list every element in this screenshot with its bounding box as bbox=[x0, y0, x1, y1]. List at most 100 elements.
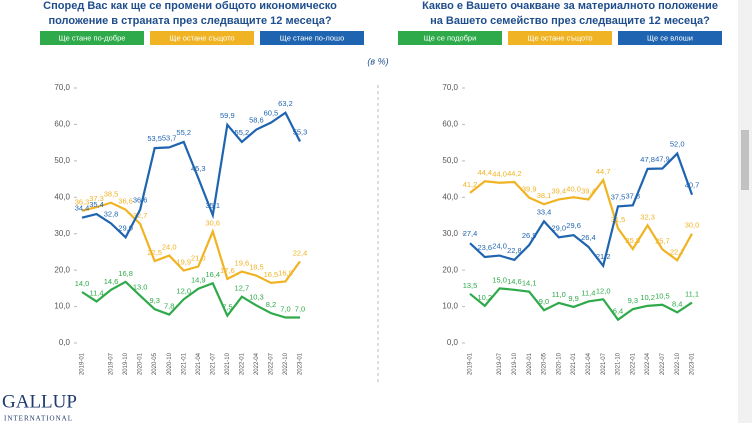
data-label: 7,5 bbox=[222, 303, 232, 312]
series-line bbox=[81, 280, 300, 319]
data-label: 11,4 bbox=[90, 288, 104, 297]
data-label: 34,4 bbox=[75, 204, 90, 213]
data-label: 53,5 bbox=[147, 134, 162, 143]
data-label: 58,6 bbox=[249, 116, 264, 125]
data-label: 40,0 bbox=[566, 184, 581, 193]
data-label: 40,7 bbox=[685, 181, 700, 190]
y-tick-label: 70,0 bbox=[54, 83, 70, 92]
data-label: 44,7 bbox=[596, 167, 611, 176]
data-label: 63,2 bbox=[278, 99, 293, 108]
x-tick-label: 2022-07 bbox=[660, 352, 666, 375]
y-tick-label: 10,0 bbox=[442, 302, 458, 311]
x-tick-label: 2019-07 bbox=[497, 352, 503, 375]
x-tick-label: 2020-05 bbox=[542, 352, 548, 375]
data-label: 16,4 bbox=[205, 270, 220, 279]
data-label: 17,6 bbox=[220, 266, 235, 275]
x-tick-label: 2020-01 bbox=[527, 352, 533, 375]
data-label: 35,4 bbox=[89, 200, 104, 209]
data-label: 47,8 bbox=[640, 155, 655, 164]
y-tick-label: 30,0 bbox=[442, 229, 458, 238]
data-label: 30,6 bbox=[205, 219, 220, 228]
data-label: 16,5 bbox=[264, 270, 279, 279]
legend-swatch bbox=[260, 31, 364, 45]
data-label: 22,8 bbox=[507, 246, 522, 255]
data-label: 7,8 bbox=[164, 302, 174, 311]
data-label: 39,4 bbox=[581, 186, 596, 195]
data-label: 18,5 bbox=[249, 263, 264, 272]
data-label: 26,4 bbox=[581, 233, 596, 242]
x-tick-label: 2020-01 bbox=[138, 352, 144, 375]
x-tick-label: 2019-10 bbox=[123, 352, 129, 375]
x-tick-label: 2022-04 bbox=[645, 352, 651, 375]
y-tick-label: 60,0 bbox=[442, 120, 458, 129]
x-tick-label: 2019-10 bbox=[512, 352, 518, 375]
scrollbar-thumb[interactable] bbox=[741, 130, 749, 190]
data-label: 14,6 bbox=[507, 277, 522, 286]
data-label: 55,2 bbox=[176, 128, 191, 137]
data-label: 22,4 bbox=[293, 248, 308, 257]
data-label: 14,9 bbox=[191, 276, 206, 285]
data-label: 44,0 bbox=[492, 170, 507, 179]
data-label: 24,0 bbox=[162, 243, 177, 252]
series-line bbox=[81, 201, 301, 285]
chart-title: положение в страната през следващите 12 … bbox=[48, 15, 331, 27]
chart-title: Какво е Вашето очакване за материалното … bbox=[422, 0, 718, 12]
x-tick-label: 2019-07 bbox=[109, 352, 115, 375]
data-label: 19,9 bbox=[176, 257, 191, 266]
x-tick-label: 2022-01 bbox=[630, 352, 636, 375]
data-label: 10,2 bbox=[477, 293, 492, 302]
data-label: 26,9 bbox=[522, 231, 537, 240]
x-tick-label: 2022-07 bbox=[269, 352, 275, 375]
legend-label: Ще се влоши bbox=[647, 33, 693, 42]
data-label: 30,0 bbox=[685, 221, 700, 230]
data-label: 10,3 bbox=[249, 292, 264, 301]
data-label: 29,6 bbox=[566, 221, 581, 230]
y-tick-label: 30,0 bbox=[54, 229, 70, 238]
x-tick-label: 2021-01 bbox=[571, 352, 577, 375]
x-tick-label: 2021-04 bbox=[586, 352, 592, 375]
legend-label: Ще стане по-лошо bbox=[280, 33, 345, 42]
x-tick-label: 2020-10 bbox=[556, 352, 562, 375]
data-label: 12,7 bbox=[235, 284, 250, 293]
data-label: 55,3 bbox=[293, 128, 308, 137]
y-tick-label: 20,0 bbox=[442, 265, 458, 274]
data-label: 13,0 bbox=[133, 283, 148, 292]
y-tick-label: 70,0 bbox=[442, 83, 458, 92]
data-label: 59,9 bbox=[220, 111, 235, 120]
data-label: 29,0 bbox=[118, 223, 133, 232]
data-label: 37,5 bbox=[611, 192, 626, 201]
data-label: 14,6 bbox=[104, 277, 119, 286]
data-label: 8,2 bbox=[266, 300, 276, 309]
x-tick-label: 2020-10 bbox=[167, 352, 173, 375]
legend-swatch bbox=[618, 31, 722, 45]
data-label: 9,3 bbox=[628, 296, 638, 305]
unit-note: (в %) bbox=[367, 56, 388, 66]
y-tick-label: 40,0 bbox=[442, 192, 458, 201]
legend-label: Ще се подобри bbox=[424, 33, 477, 42]
data-label: 15,0 bbox=[492, 275, 507, 284]
data-label: 32,8 bbox=[104, 209, 119, 218]
data-label: 8,4 bbox=[672, 299, 682, 308]
data-label: 9,0 bbox=[539, 297, 549, 306]
x-tick-label: 2021-04 bbox=[196, 352, 202, 375]
data-label: 19,6 bbox=[235, 259, 250, 268]
x-tick-label: 2023-01 bbox=[298, 352, 304, 375]
x-tick-label: 2022-01 bbox=[239, 352, 245, 375]
x-tick-label: 2021-07 bbox=[601, 352, 607, 375]
data-label: 31,5 bbox=[611, 215, 626, 224]
y-tick-label: 20,0 bbox=[54, 265, 70, 274]
data-label: 10,5 bbox=[655, 292, 670, 301]
data-label: 22,5 bbox=[147, 248, 162, 257]
x-tick-label: 2019-01 bbox=[80, 352, 86, 375]
data-label: 9,3 bbox=[149, 296, 159, 305]
data-label: 14,1 bbox=[522, 279, 537, 288]
data-label: 44,4 bbox=[477, 168, 492, 177]
x-tick-label: 2022-10 bbox=[283, 352, 289, 375]
data-label: 7,0 bbox=[295, 304, 305, 313]
legend-label: Ще стане по-добре bbox=[59, 33, 126, 42]
data-label: 32,7 bbox=[133, 211, 148, 220]
data-label: 29,0 bbox=[551, 223, 566, 232]
scrollbar[interactable] bbox=[738, 0, 752, 423]
